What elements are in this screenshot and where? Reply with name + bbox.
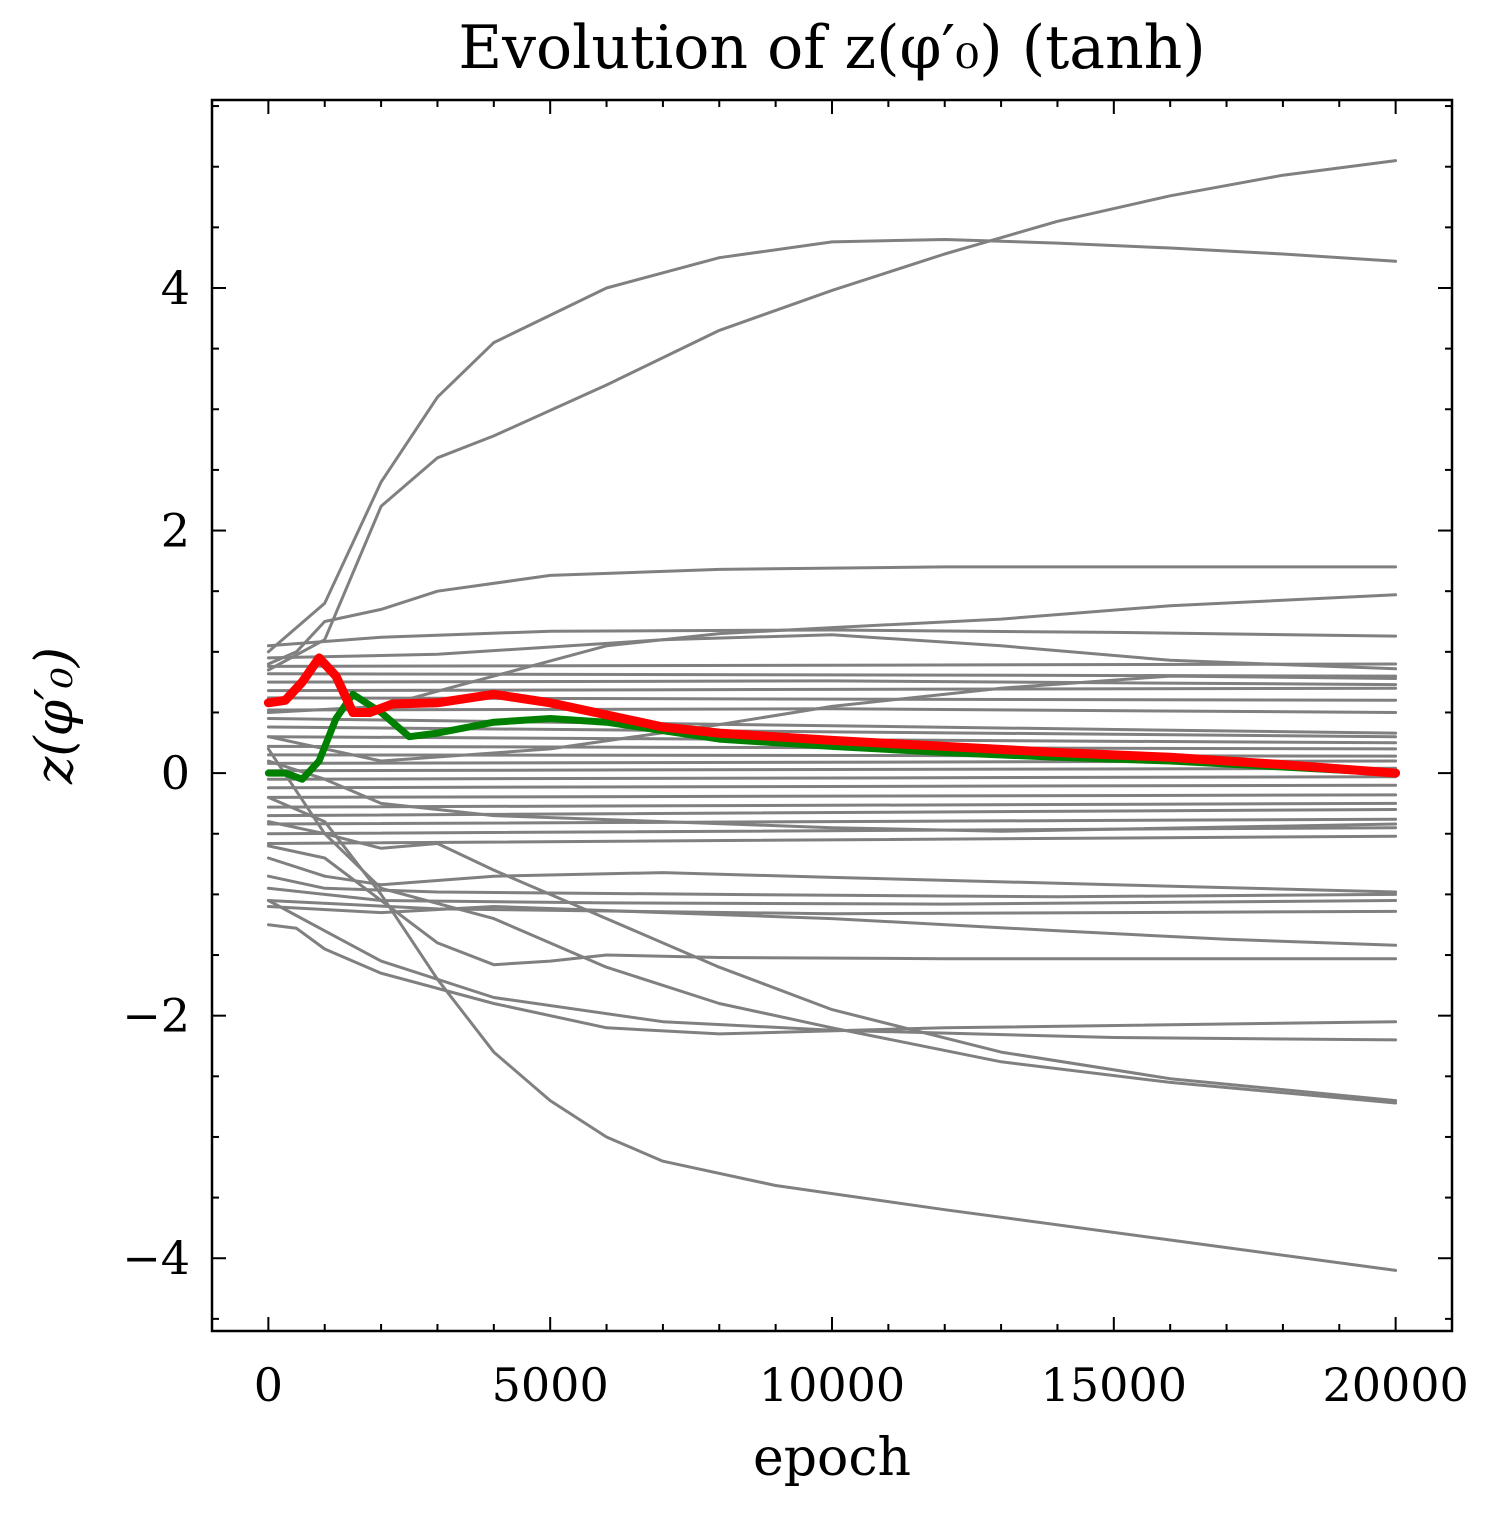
series-line-8: [266, 679, 1398, 687]
series-line-31: [266, 886, 1398, 906]
series-line-33: [266, 905, 1398, 947]
series-layer: [263, 159, 1401, 1272]
series-line-39: [266, 747, 1398, 1105]
chart-title: Evolution of z(φ′₀) (tanh): [458, 13, 1205, 83]
series-line-37: [266, 899, 1398, 1042]
series-line-30: [266, 874, 1398, 899]
series-line-34: [266, 844, 1398, 967]
series-line-35: [266, 820, 1398, 1103]
y-axis-label: z(φ′₀): [25, 647, 85, 785]
series-line-0: [266, 238, 1398, 654]
y-tick-label: 2: [161, 504, 190, 558]
series-line-3: [266, 593, 1398, 714]
series-line-2: [266, 565, 1398, 666]
series-line-5: [266, 633, 1398, 671]
series-line-38: [266, 795, 1398, 1272]
x-tick-label: 5000: [492, 1358, 609, 1412]
x-tick-label: 0: [254, 1358, 283, 1412]
series-line-19: [266, 775, 1398, 781]
x-tick-label: 20000: [1322, 1358, 1468, 1412]
y-tick-label: −2: [122, 989, 190, 1043]
series-line-18: [266, 766, 1398, 773]
series-line-23: [266, 808, 1398, 818]
x-axis-label: epoch: [753, 1428, 911, 1488]
series-line-6: [266, 662, 1398, 668]
series-line-29: [266, 856, 1398, 894]
series-line-11: [266, 707, 1398, 714]
series-line-1: [266, 159, 1398, 672]
series-line-26: [266, 834, 1398, 845]
series-line-4: [266, 628, 1398, 648]
y-tick-label: 4: [161, 261, 190, 315]
series-line-20: [266, 783, 1398, 790]
x-tick-label: 15000: [1041, 1358, 1187, 1412]
series-line-21: [266, 793, 1398, 799]
series-line-27: [266, 759, 1398, 833]
series-line-9: [266, 686, 1398, 693]
plot-frame: [210, 98, 1454, 1333]
y-tick-label: −4: [122, 1231, 190, 1285]
series-line-22: [266, 801, 1398, 809]
x-tick-label: 10000: [759, 1358, 905, 1412]
green-series-line: [264, 690, 1400, 783]
y-tick-label: 0: [161, 746, 190, 800]
series-line-24: [266, 817, 1398, 826]
tick-layer: 0 5000 10000 15000 20000 −4 −2 0 2 4: [122, 100, 1469, 1412]
series-line-12: [266, 717, 1398, 735]
red-series-line: [263, 653, 1401, 778]
series-line-28: [266, 674, 1398, 763]
